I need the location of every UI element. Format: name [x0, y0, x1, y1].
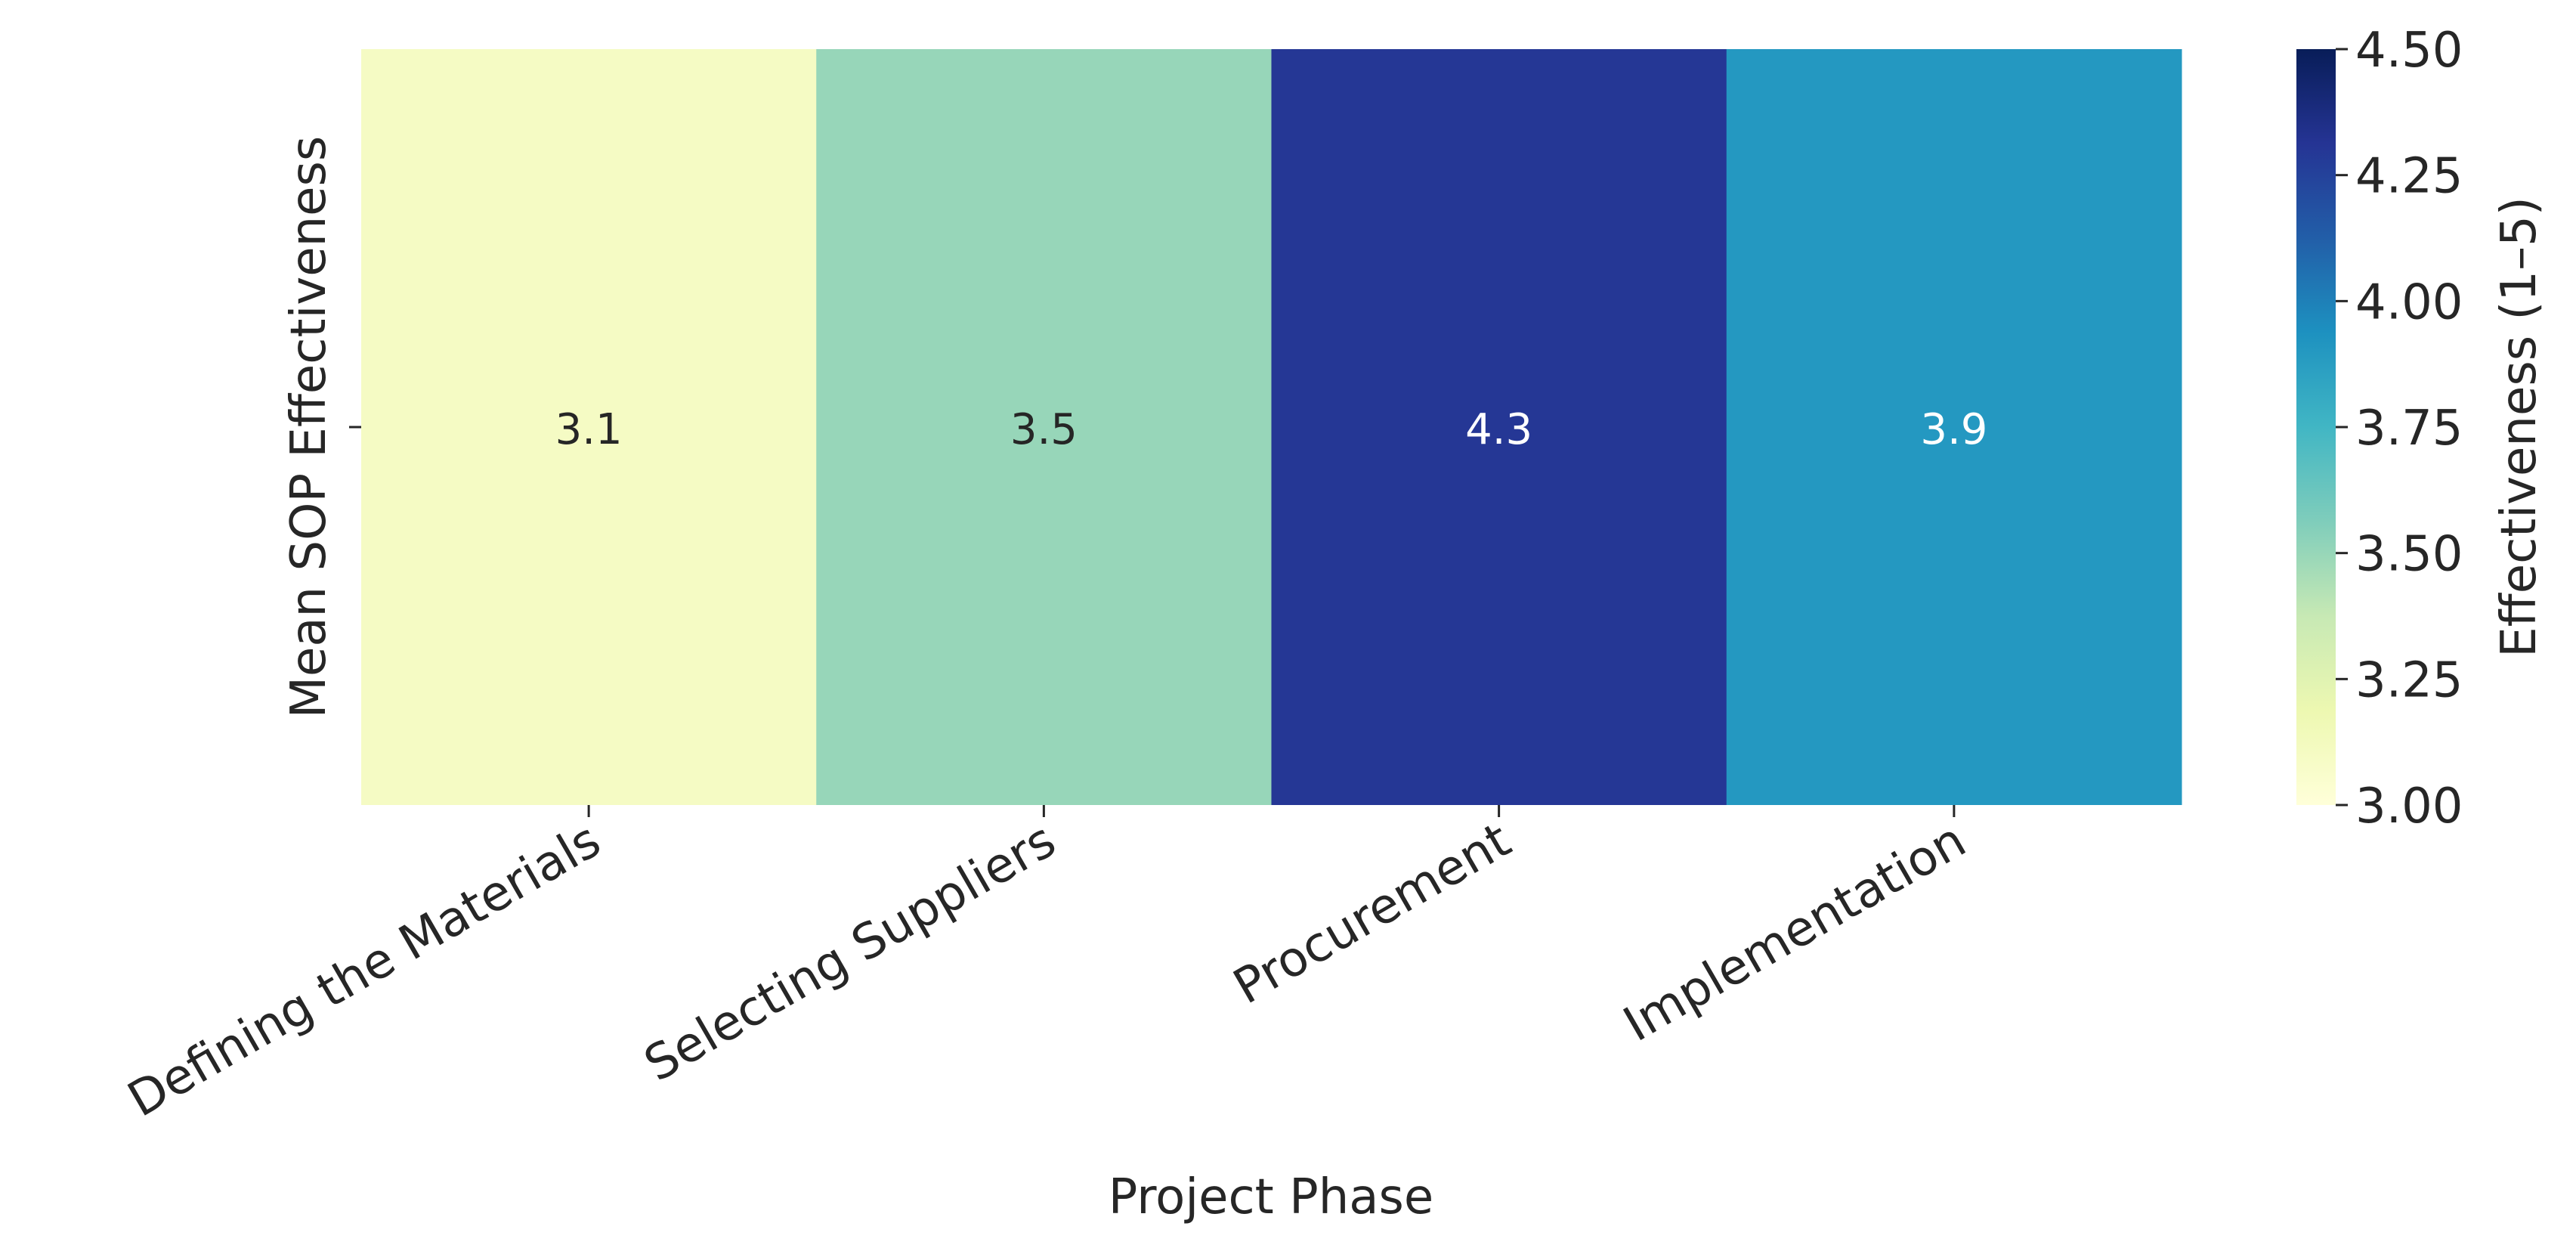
- heatmap-cell: [1726, 49, 2182, 805]
- x-tick-label: Selecting Suppliers: [635, 813, 1065, 1093]
- colorbar-tick-label: 4.00: [2355, 274, 2463, 330]
- colorbar-tick-label: 3.50: [2355, 527, 2463, 583]
- heatmap-cell: [1271, 49, 1727, 805]
- cell-value-label: 3.1: [555, 405, 623, 454]
- colorbar-tick-label: 3.25: [2355, 652, 2463, 708]
- colorbar-tick-label: 3.00: [2355, 779, 2463, 835]
- x-tick-label: Defining the Materials: [119, 813, 610, 1129]
- cell-value-label: 4.3: [1465, 405, 1532, 454]
- colorbar-tick-label: 3.75: [2355, 401, 2463, 457]
- x-tick-label: Implementation: [1615, 813, 1975, 1053]
- cell-value-label: 3.5: [1010, 405, 1078, 454]
- x-tick-label: Procurement: [1224, 813, 1520, 1016]
- colorbar: [2296, 49, 2336, 805]
- cell-value-label: 3.9: [1920, 405, 1987, 454]
- heatmap-cell: [361, 49, 817, 805]
- x-axis-label: Project Phase: [1109, 1169, 1433, 1225]
- heatmap-cell: [816, 49, 1272, 805]
- colorbar-tick-label: 4.25: [2355, 149, 2463, 205]
- y-axis-label: Mean SOP Effectiveness: [281, 136, 337, 719]
- colorbar-label: Effectiveness (1–5): [2491, 197, 2547, 658]
- colorbar-tick-label: 4.50: [2355, 23, 2463, 79]
